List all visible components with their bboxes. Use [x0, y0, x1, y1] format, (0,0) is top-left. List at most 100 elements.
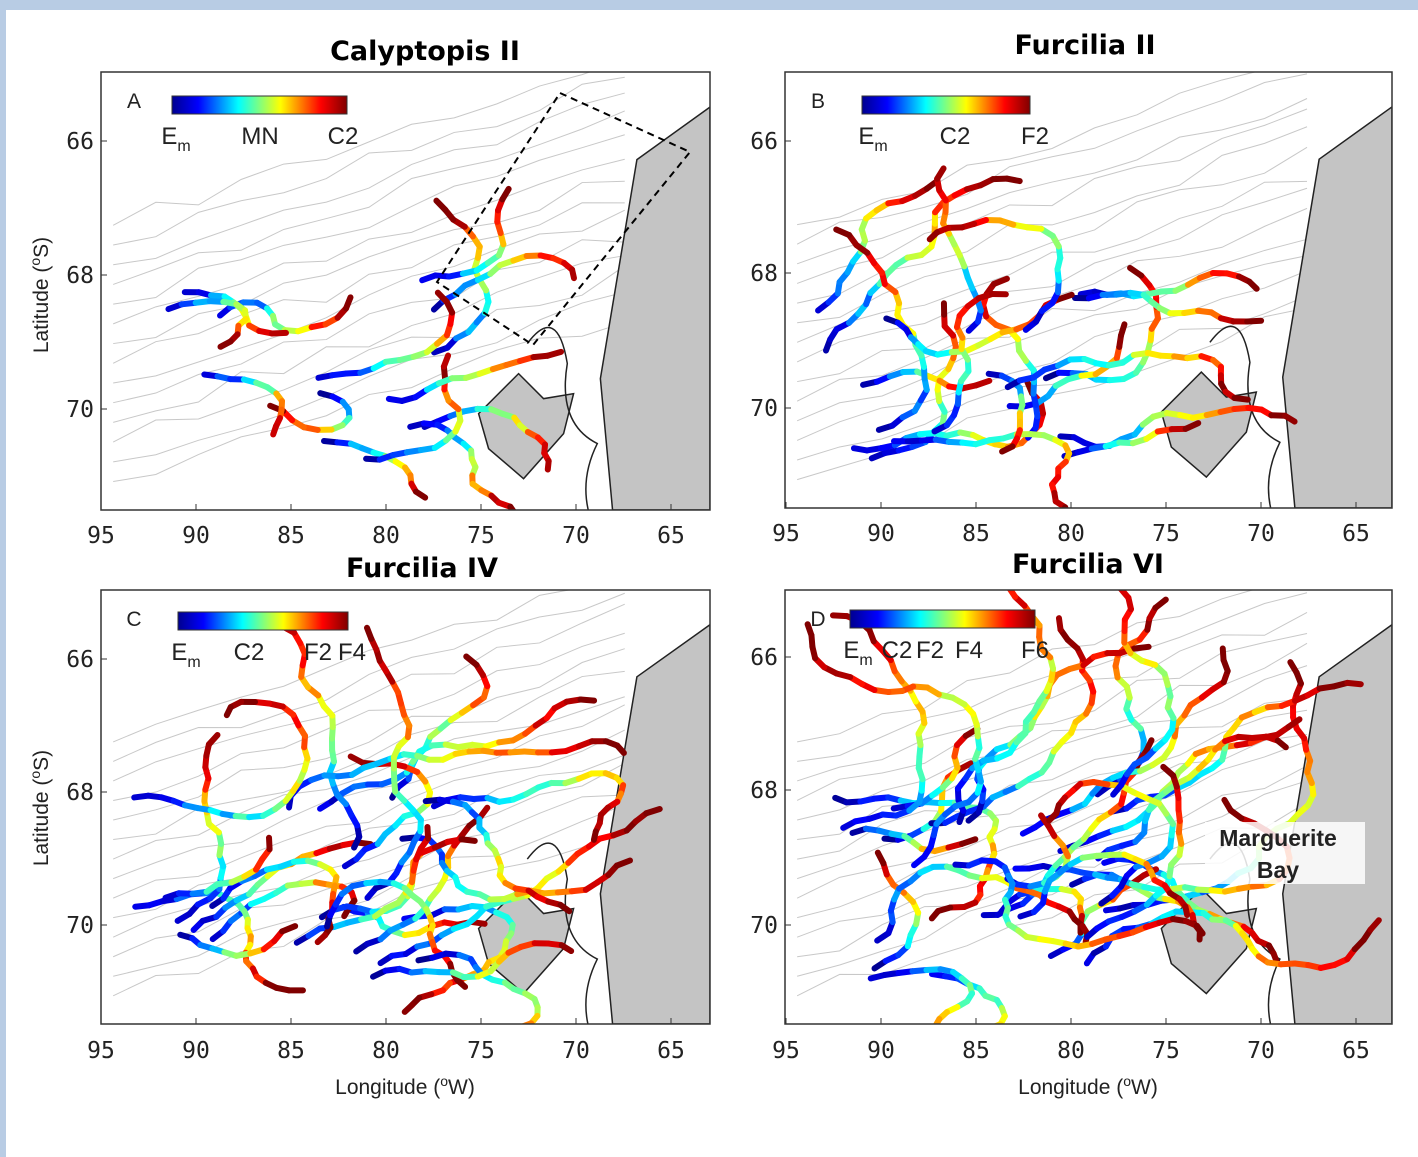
trajectory-segment	[581, 699, 595, 700]
panel-title: Furcilia IV	[346, 553, 498, 584]
label-text: E	[858, 123, 874, 150]
trajectory-segment	[646, 809, 659, 813]
colorbar	[862, 96, 1030, 114]
panel-letter: B	[811, 90, 825, 113]
x-tick-label: 70	[1247, 521, 1275, 547]
trajectory-segment	[273, 426, 276, 434]
label-part: Latitude (	[30, 266, 53, 354]
label-text: F2	[1021, 123, 1049, 150]
colorbar-label: MN	[241, 123, 278, 150]
trajectory-segment	[367, 628, 371, 639]
panel-title: Calyptopis II	[330, 36, 520, 67]
label-text: MN	[241, 123, 278, 150]
trajectory-segment	[548, 461, 549, 469]
x-tick-label: 85	[962, 1038, 990, 1064]
x-tick-label: 95	[772, 521, 800, 547]
y-tick-label: 70	[66, 913, 94, 939]
colorbar-label: F6	[1021, 637, 1049, 664]
label-sub: m	[187, 654, 200, 671]
panel-title: Furcilia II	[1014, 30, 1155, 61]
trajectory-segment	[461, 839, 474, 841]
colorbar-label: C2	[328, 123, 359, 150]
figure: Calyptopis IIAEmMNC295908580757065666870…	[0, 0, 1418, 1157]
x-tick-label: 70	[1247, 1038, 1275, 1064]
x-tick-label: 95	[87, 523, 115, 549]
colorbar-label: C2	[234, 639, 265, 666]
panel-letter: A	[127, 90, 141, 113]
label-part: S)	[30, 750, 53, 771]
trajectory-segment	[427, 827, 428, 838]
label-sup: o	[27, 258, 43, 266]
x-tick-label: 80	[1057, 1038, 1085, 1064]
label-part: Longitude (	[335, 1076, 440, 1099]
label-text: C2	[940, 123, 971, 150]
panel-title: Furcilia VI	[1012, 549, 1164, 580]
colorbar	[850, 610, 1035, 628]
x-tick-label: 75	[1152, 521, 1180, 547]
label-part: S)	[30, 237, 53, 258]
trajectory-segment	[1007, 179, 1020, 181]
y-tick-label: 70	[750, 913, 778, 939]
label-part: Longitude (	[1018, 1076, 1123, 1099]
y-tick-label: 68	[66, 780, 94, 806]
label-text: F6	[1021, 637, 1049, 664]
x-tick-label: 90	[867, 521, 895, 547]
label-text: F2	[304, 639, 332, 666]
label-part: W)	[448, 1076, 475, 1099]
label-text: C2	[328, 123, 359, 150]
trajectory-segment	[572, 270, 574, 278]
label-text: F4	[338, 639, 366, 666]
x-tick-label: 80	[372, 523, 400, 549]
label-text: E	[161, 123, 177, 150]
y-tick-label: 66	[66, 129, 94, 155]
y-tick-label: 68	[750, 261, 778, 287]
label-text: E	[843, 637, 859, 664]
left-band	[0, 0, 6, 1157]
x-tick-label: 80	[1057, 521, 1085, 547]
trajectory-segment	[444, 356, 448, 367]
x-tick-label: 65	[1342, 521, 1370, 547]
label-text: C2	[234, 639, 265, 666]
x-tick-label: 75	[467, 1038, 495, 1064]
trajectory-segment	[1223, 648, 1224, 659]
trajectory-segment	[1059, 618, 1061, 629]
trajectory-segment	[1347, 683, 1360, 684]
x-tick-label: 70	[562, 1038, 590, 1064]
label-sup: o	[27, 771, 43, 779]
label-text: F4	[955, 637, 983, 664]
colorbar-label: F4	[338, 639, 366, 666]
y-axis-label: Latitude (oS)	[27, 750, 53, 866]
trajectory-segment	[1247, 321, 1261, 322]
x-tick-label: 65	[1342, 1038, 1370, 1064]
trajectory-segment	[833, 615, 847, 616]
trajectory-segment	[547, 352, 561, 356]
colorbar-label: F4	[955, 637, 983, 664]
trajectory-segment	[272, 333, 286, 334]
x-tick-label: 80	[372, 1038, 400, 1064]
label-text: E	[171, 639, 187, 666]
x-tick-label: 85	[277, 523, 305, 549]
x-tick-label: 70	[562, 523, 590, 549]
annotation: Bay	[1257, 857, 1299, 883]
colorbar-label: F2	[1021, 123, 1049, 150]
x-tick-label: 75	[467, 523, 495, 549]
trajectory-segment	[227, 707, 231, 715]
top-band	[0, 0, 1418, 10]
panel-letter: C	[126, 608, 141, 631]
y-axis-label: Latitude (oS)	[27, 237, 53, 353]
trajectory-segment	[1234, 398, 1247, 400]
x-tick-label: 90	[182, 523, 210, 549]
x-tick-label: 65	[657, 523, 685, 549]
colorbar	[178, 612, 348, 630]
label-part: Latitude (	[30, 779, 53, 867]
colorbar-label: F2	[304, 639, 332, 666]
trajectory-segment	[1121, 324, 1124, 335]
y-tick-label: 66	[750, 129, 778, 155]
colorbar	[172, 96, 347, 114]
panel-letter: D	[810, 608, 825, 631]
colorbar-label: C2	[940, 123, 971, 150]
trajectory-segment	[346, 297, 350, 308]
x-axis-label: Longitude (oW)	[335, 1073, 475, 1099]
y-tick-label: 66	[750, 645, 778, 671]
trajectory-segment	[1135, 647, 1149, 649]
